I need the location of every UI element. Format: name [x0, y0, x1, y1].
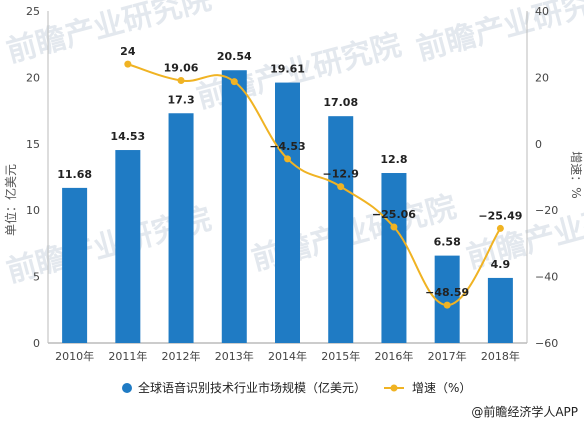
- growth-value-label: −25.06: [372, 208, 416, 221]
- bar-value-label: 12.8: [380, 153, 407, 166]
- bar-value-label: 17.08: [323, 96, 358, 109]
- growth-value-label: −4.53: [269, 140, 305, 153]
- y-tick-label: 10: [26, 204, 40, 217]
- growth-value-label: 19.06: [164, 62, 199, 75]
- y2-tick-label: 40: [535, 5, 549, 18]
- x-tick-label: 2013年: [215, 349, 254, 363]
- y2-tick-label: −40: [535, 271, 558, 284]
- bar: [381, 173, 407, 343]
- bar-value-label: 19.61: [270, 63, 305, 76]
- y-tick-label: 20: [26, 71, 40, 84]
- growth-point: [337, 183, 345, 191]
- data-labels: 11.68 14.53 17.3 20.54 19.61 17.08 12.8 6.58 4.9…: [57, 45, 522, 299]
- bar-value-label: 20.54: [217, 50, 252, 63]
- bar: [275, 82, 300, 344]
- axes: 0 5 10 15 20 25 −60 −40 −20 0 20 40 2010年 2011年 2012年 2…: [26, 5, 558, 363]
- bar: [328, 116, 354, 343]
- y-tick-label: 25: [26, 5, 40, 18]
- bar: [221, 70, 247, 344]
- y2-tick-label: −60: [535, 337, 558, 350]
- x-tick-label: 2010年: [55, 349, 94, 363]
- x-tick-label: 2012年: [162, 349, 201, 363]
- y-tick-label: 0: [33, 337, 40, 350]
- legend-bar-marker: [122, 383, 132, 393]
- x-tick-label: 2018年: [481, 349, 520, 363]
- y2-axis-label: 增速：%: [569, 151, 583, 198]
- growth-value-label: 24: [120, 45, 136, 58]
- bar: [168, 113, 194, 343]
- growth-value-label: −48.59: [425, 286, 469, 299]
- y-axis-label: 单位：亿美元: [3, 164, 18, 236]
- x-tick-label: 2015年: [321, 349, 360, 363]
- bar: [115, 150, 141, 343]
- bars: [62, 70, 513, 344]
- growth-value-label: −12.9: [323, 168, 359, 181]
- bar-value-label: 17.3: [167, 93, 194, 106]
- legend-line-label: 增速（%）: [412, 381, 471, 395]
- y2-tick-label: 20: [535, 71, 549, 84]
- bar: [487, 277, 513, 343]
- y2-tick-label: −20: [535, 204, 558, 217]
- x-tick-label: 2011年: [108, 349, 147, 363]
- legend-bar-label: 全球语音识别技术行业市场规模（亿美元）: [138, 380, 366, 395]
- bar-value-label: 11.68: [57, 168, 92, 181]
- y2-tick-label: 0: [535, 138, 542, 151]
- bar-value-label: 4.9: [491, 258, 511, 271]
- x-tick-label: 2017年: [428, 349, 467, 363]
- y-tick-label: 5: [33, 271, 40, 284]
- growth-point: [390, 223, 398, 231]
- growth-point: [443, 301, 451, 309]
- source-credit: @前瞻经济学人APP: [471, 404, 578, 419]
- legend-line-dot: [390, 384, 398, 392]
- legend: 全球语音识别技术行业市场规模（亿美元） 增速（%）: [122, 380, 471, 395]
- growth-point: [124, 60, 132, 68]
- bar: [434, 255, 460, 343]
- x-tick-label: 2016年: [374, 349, 413, 363]
- growth-point: [230, 78, 238, 86]
- growth-line: [124, 60, 504, 309]
- bar-value-label: 14.53: [110, 130, 145, 143]
- watermark-2: 前瞻产业研究院: [413, 0, 584, 68]
- growth-point: [177, 77, 185, 85]
- y-tick-label: 15: [26, 138, 40, 151]
- growth-point: [496, 224, 504, 232]
- bar: [62, 187, 88, 343]
- growth-value-label: −25.49: [478, 209, 522, 222]
- watermark-5: 前瞻产业研究院: [463, 188, 584, 276]
- x-tick-label: 2014年: [268, 349, 307, 363]
- bar-value-label: 6.58: [434, 236, 461, 249]
- growth-point: [284, 155, 291, 163]
